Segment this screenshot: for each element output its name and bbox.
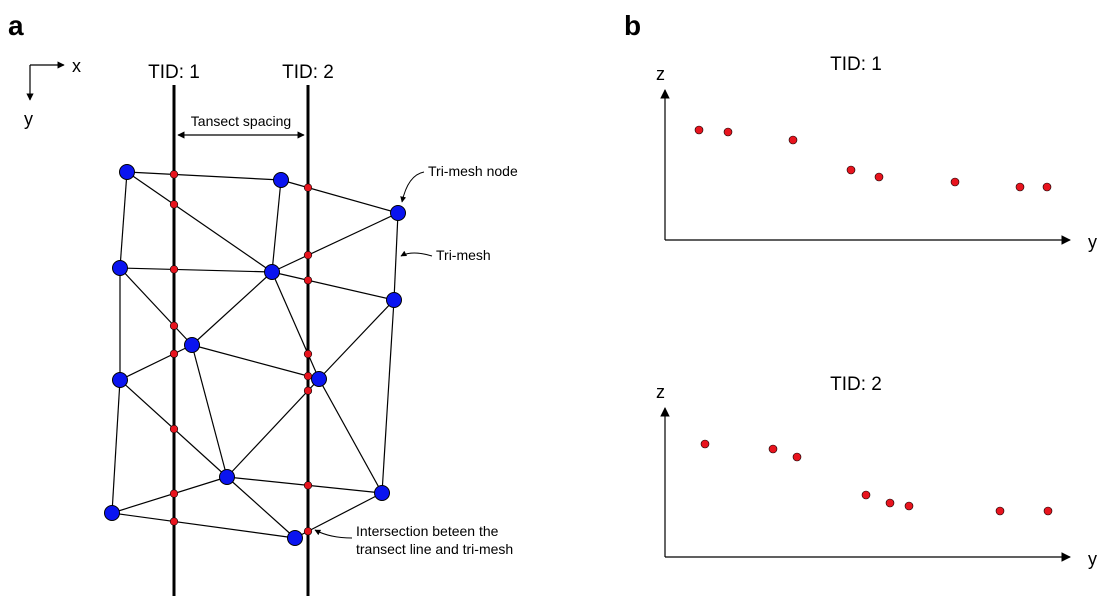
mesh-edge bbox=[126, 171, 273, 273]
tri-mesh-node bbox=[184, 337, 200, 353]
spacing-label: Tansect spacing bbox=[191, 113, 291, 129]
axis-indicator: x y bbox=[24, 56, 81, 129]
plot-2-y-label: y bbox=[1088, 549, 1097, 569]
plot-tid-2: TID: 2 z y bbox=[656, 374, 1097, 569]
mesh-nodes bbox=[104, 164, 406, 546]
intersection-point bbox=[169, 200, 179, 209]
plot-2-point bbox=[792, 452, 802, 462]
mesh-edge bbox=[119, 344, 193, 381]
tri-mesh-node bbox=[119, 164, 135, 180]
mesh-annotation-arrow bbox=[400, 250, 433, 257]
mesh-edge bbox=[119, 171, 128, 269]
tri-mesh-node bbox=[374, 485, 390, 501]
plot-2-point bbox=[768, 444, 778, 454]
tri-mesh-node bbox=[264, 264, 280, 280]
intersection-point bbox=[303, 276, 313, 285]
plot-2-point bbox=[700, 439, 710, 449]
tri-mesh-node bbox=[386, 292, 402, 308]
tri-mesh-node bbox=[273, 172, 289, 188]
intersection-point bbox=[169, 265, 179, 274]
intersection-annotation-arrow bbox=[314, 529, 353, 539]
intersection-point bbox=[303, 481, 313, 490]
tri-mesh-node bbox=[104, 505, 120, 521]
plot-1-point bbox=[1042, 182, 1052, 192]
intersection-points bbox=[169, 170, 313, 536]
plot-tid-1: TID: 1 z y bbox=[656, 54, 1097, 252]
tri-mesh bbox=[111, 171, 399, 539]
node-annotation: Tri-mesh node bbox=[428, 163, 518, 179]
mesh-edge bbox=[191, 344, 320, 380]
transect-2-label: TID: 2 bbox=[282, 62, 334, 83]
y-axis-label: y bbox=[24, 109, 33, 129]
plot-1-point bbox=[788, 135, 798, 145]
node-annotation-arrow bbox=[400, 171, 425, 203]
mesh-edge bbox=[393, 212, 399, 301]
mesh-edge bbox=[111, 476, 228, 514]
mesh-edge bbox=[226, 378, 320, 478]
tri-mesh-node bbox=[112, 260, 128, 276]
tri-mesh-node bbox=[287, 530, 303, 546]
plot-1-point bbox=[694, 125, 704, 135]
mesh-edge bbox=[191, 344, 228, 478]
intersection-point bbox=[169, 170, 179, 179]
mesh-edge bbox=[119, 267, 193, 346]
intersection-point bbox=[169, 321, 179, 330]
mesh-edge bbox=[111, 379, 121, 514]
plot-1-point bbox=[846, 165, 856, 175]
intersection-point bbox=[303, 386, 313, 395]
mesh-edge bbox=[126, 171, 282, 181]
mesh-edge bbox=[271, 212, 399, 273]
transect-1-label: TID: 1 bbox=[148, 62, 200, 83]
plot-2-z-label: z bbox=[656, 382, 665, 402]
mesh-edge bbox=[119, 267, 273, 273]
mesh-edge bbox=[318, 299, 395, 380]
plot-2-point bbox=[995, 506, 1005, 516]
mesh-edge bbox=[271, 271, 320, 380]
intersection-point bbox=[169, 489, 179, 498]
tri-mesh-node bbox=[112, 372, 128, 388]
plot-2-title: TID: 2 bbox=[830, 374, 882, 395]
plot-1-z-label: z bbox=[656, 64, 665, 84]
mesh-edge bbox=[318, 378, 383, 494]
tri-mesh-node bbox=[311, 371, 327, 387]
mesh-edge bbox=[271, 271, 395, 301]
intersection-point bbox=[169, 424, 179, 434]
mesh-edge bbox=[280, 179, 399, 214]
plot-2-point bbox=[1043, 506, 1053, 516]
plot-1-point bbox=[950, 177, 960, 187]
plot-2-point bbox=[904, 501, 914, 511]
intersection-point bbox=[169, 349, 179, 358]
plot-2-point bbox=[885, 498, 895, 508]
mesh-edge bbox=[226, 476, 296, 539]
plot-2-point bbox=[861, 490, 871, 500]
mesh-edge bbox=[111, 512, 296, 539]
plot-1-point bbox=[1015, 182, 1025, 192]
plot-1-point bbox=[723, 127, 733, 137]
plot-2-points bbox=[700, 439, 1053, 516]
plot-1-title: TID: 1 bbox=[830, 54, 882, 75]
tri-mesh-node bbox=[219, 469, 235, 485]
panel-a-label: a bbox=[8, 10, 24, 41]
intersection-point bbox=[303, 183, 313, 192]
mesh-annotation: Tri-mesh bbox=[436, 247, 491, 263]
mesh-edge bbox=[271, 179, 282, 273]
x-axis-label: x bbox=[72, 56, 81, 76]
panel-b-label: b bbox=[624, 10, 641, 41]
intersection-point bbox=[303, 349, 313, 359]
intersection-point bbox=[303, 372, 313, 381]
tri-mesh-node bbox=[390, 205, 406, 221]
intersection-point bbox=[169, 517, 179, 526]
plot-1-point bbox=[874, 172, 884, 182]
mesh-edge bbox=[381, 299, 395, 494]
plot-1-y-label: y bbox=[1088, 232, 1097, 252]
intersection-annotation-line2: transect line and tri-mesh bbox=[356, 541, 513, 557]
intersection-point bbox=[303, 527, 313, 536]
plot-1-points bbox=[694, 125, 1052, 192]
mesh-edge bbox=[191, 271, 273, 346]
intersection-point bbox=[303, 251, 313, 260]
intersection-annotation-line1: Intersection beteen the bbox=[356, 523, 499, 539]
